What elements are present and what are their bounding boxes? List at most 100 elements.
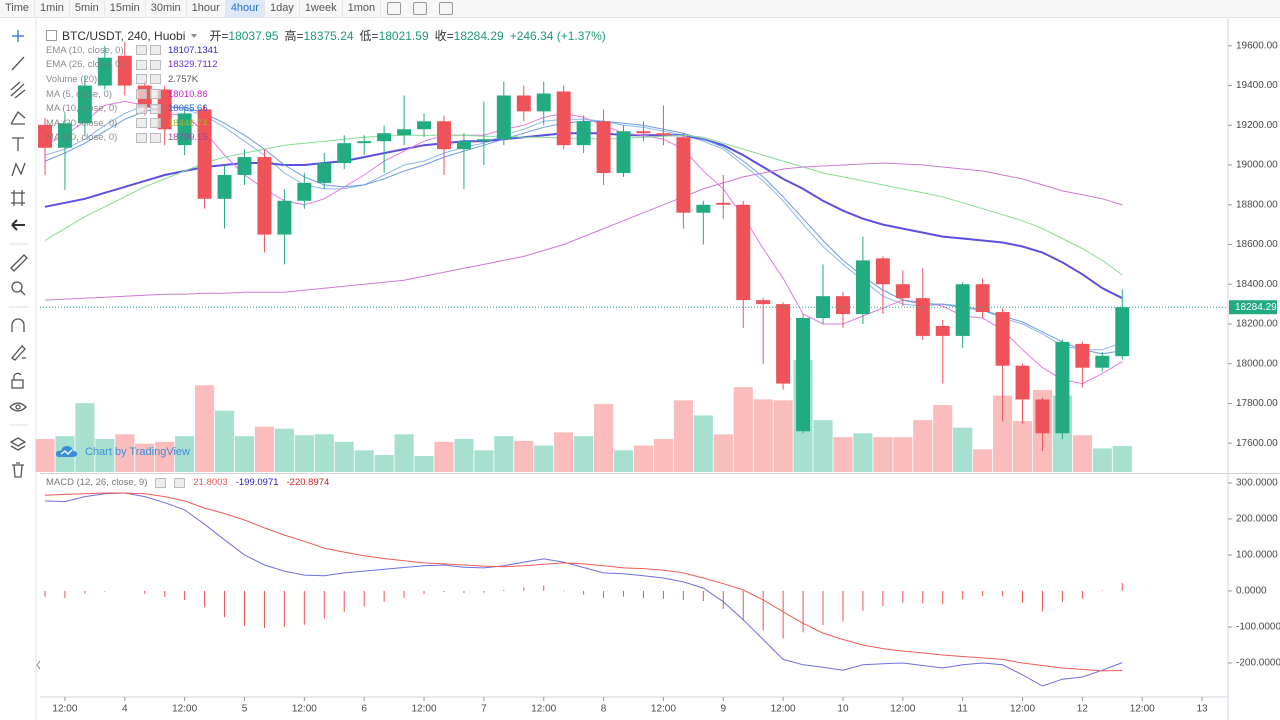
interval-button[interactable]: 5min xyxy=(70,0,105,17)
interval-button[interactable]: 1day xyxy=(265,0,300,17)
legend-visibility[interactable] xyxy=(136,45,147,56)
candle-body xyxy=(237,157,252,175)
legend-remove[interactable] xyxy=(150,118,161,129)
back-tool[interactable] xyxy=(11,219,25,231)
volume-bar xyxy=(354,450,374,472)
interval-button[interactable]: 4hour xyxy=(225,0,265,17)
y-tick-label: 18800.00 xyxy=(1236,199,1278,210)
volume-bar xyxy=(274,428,294,472)
prediction-tool[interactable] xyxy=(11,190,25,206)
symbol-menu[interactable] xyxy=(191,33,198,38)
indicator-line xyxy=(44,162,1123,301)
candle-body xyxy=(536,93,551,112)
lock-draw-tool[interactable] xyxy=(11,345,26,361)
legend-visibility[interactable] xyxy=(136,118,147,129)
symbol-title[interactable]: BTC/USDT, 240, Huobi xyxy=(62,28,186,43)
volume-bar xyxy=(973,449,993,472)
legend-name: MA (30, close, 0) xyxy=(46,117,118,129)
zoom-tool[interactable] xyxy=(11,281,26,296)
legend-visibility[interactable] xyxy=(155,477,167,488)
layers-tool[interactable] xyxy=(9,437,27,451)
x-tick-label: 10 xyxy=(837,704,849,715)
volume-bar xyxy=(653,438,674,472)
volume-bar xyxy=(813,420,833,472)
interval-button[interactable]: Time xyxy=(0,0,36,17)
y-tick-label: 17600.00 xyxy=(1236,438,1278,449)
x-tick-label: 12:00 xyxy=(1010,704,1035,715)
volume-bar xyxy=(1112,446,1132,472)
macd-line xyxy=(44,492,1123,687)
legend-remove[interactable] xyxy=(150,59,161,70)
x-tick-label: 12:00 xyxy=(292,704,317,715)
interval-button[interactable]: 1hour xyxy=(187,0,226,17)
legend-visibility[interactable] xyxy=(136,74,147,85)
volume-bar xyxy=(833,437,853,472)
toolbar: Time 1min 5min 15min 30min 1hour 4hour 1day 1wee… xyxy=(0,0,1280,18)
legend-remove[interactable] xyxy=(150,45,161,56)
y-tick-label: -200.0000 xyxy=(1236,658,1280,669)
y-tick-label: 0.0000 xyxy=(1236,586,1267,597)
lock-tool[interactable] xyxy=(11,372,24,389)
magnet-tool[interactable] xyxy=(11,318,25,332)
volume-bar xyxy=(454,438,474,472)
x-tick-label: 12:00 xyxy=(412,704,437,715)
symbol-icon[interactable] xyxy=(46,30,57,41)
macd-value: -220.8974 xyxy=(286,477,330,488)
legend-value: 18446.74 xyxy=(168,117,208,129)
text-tool[interactable] xyxy=(12,137,24,151)
candle-body xyxy=(1035,399,1050,434)
collapse-arrow[interactable] xyxy=(36,660,41,670)
chart-type-button[interactable] xyxy=(387,2,402,15)
legend-value: 18329.7112 xyxy=(168,59,218,71)
x-tick-label: 7 xyxy=(481,704,487,715)
pattern-tool[interactable] xyxy=(11,162,26,177)
legend-remove[interactable] xyxy=(150,132,161,143)
interval-button[interactable]: 1week xyxy=(300,0,343,17)
volume-bar xyxy=(414,455,434,472)
candle-body xyxy=(516,95,531,112)
volume-bar xyxy=(574,436,594,472)
candle-body xyxy=(417,121,432,130)
x-tick-label: 6 xyxy=(361,704,367,715)
fib-tool[interactable] xyxy=(10,81,26,99)
ruler-tool[interactable] xyxy=(10,254,28,272)
interval-button[interactable]: 30min xyxy=(146,0,187,17)
interval-button[interactable]: 1mon xyxy=(343,0,382,17)
x-tick-label: 12:00 xyxy=(771,704,796,715)
volume-bar xyxy=(873,437,893,472)
legend-value: 18799.15 xyxy=(168,132,208,144)
visibility-tool[interactable] xyxy=(9,402,27,412)
y-tick-label: 18600.00 xyxy=(1236,239,1278,250)
x-tick-label: 12:00 xyxy=(890,704,915,715)
candle-body xyxy=(177,113,192,146)
legend-visibility[interactable] xyxy=(136,59,147,70)
candle-body xyxy=(197,109,212,199)
legend-remove[interactable] xyxy=(150,74,161,85)
trend-line-tool[interactable] xyxy=(11,56,25,71)
legend-visibility[interactable] xyxy=(136,103,147,114)
delete-tool[interactable] xyxy=(12,462,24,478)
settings-button[interactable] xyxy=(413,2,428,15)
candle-body xyxy=(935,325,950,336)
legend-visibility[interactable] xyxy=(136,132,147,143)
crosshair-tool[interactable] xyxy=(12,30,24,42)
legend-remove[interactable] xyxy=(150,89,161,100)
fullscreen-button[interactable] xyxy=(439,2,454,15)
macd-title: MACD (12, 26, close, 9) xyxy=(46,477,148,488)
candle-body xyxy=(377,133,392,142)
interval-button[interactable]: 1min xyxy=(35,0,70,17)
legend-name: EMA (26, close, 0) xyxy=(46,59,124,71)
brush-tool[interactable] xyxy=(10,110,26,125)
y-tick-label: 300.0000 xyxy=(1236,478,1278,489)
candle-body xyxy=(656,133,671,136)
x-tick-label: 12:00 xyxy=(1130,704,1155,715)
legend-row: EMA (26, close, 0) 18329.7112 xyxy=(46,58,218,73)
interval-button[interactable]: 15min xyxy=(105,0,146,17)
legend-remove[interactable] xyxy=(150,103,161,114)
x-tick-label: 5 xyxy=(242,704,248,715)
legend-remove[interactable] xyxy=(174,477,186,488)
legend-visibility[interactable] xyxy=(136,89,147,100)
candle-body xyxy=(1075,343,1090,368)
legend-row: MA (60, close, 0) 18799.15 xyxy=(46,131,218,146)
